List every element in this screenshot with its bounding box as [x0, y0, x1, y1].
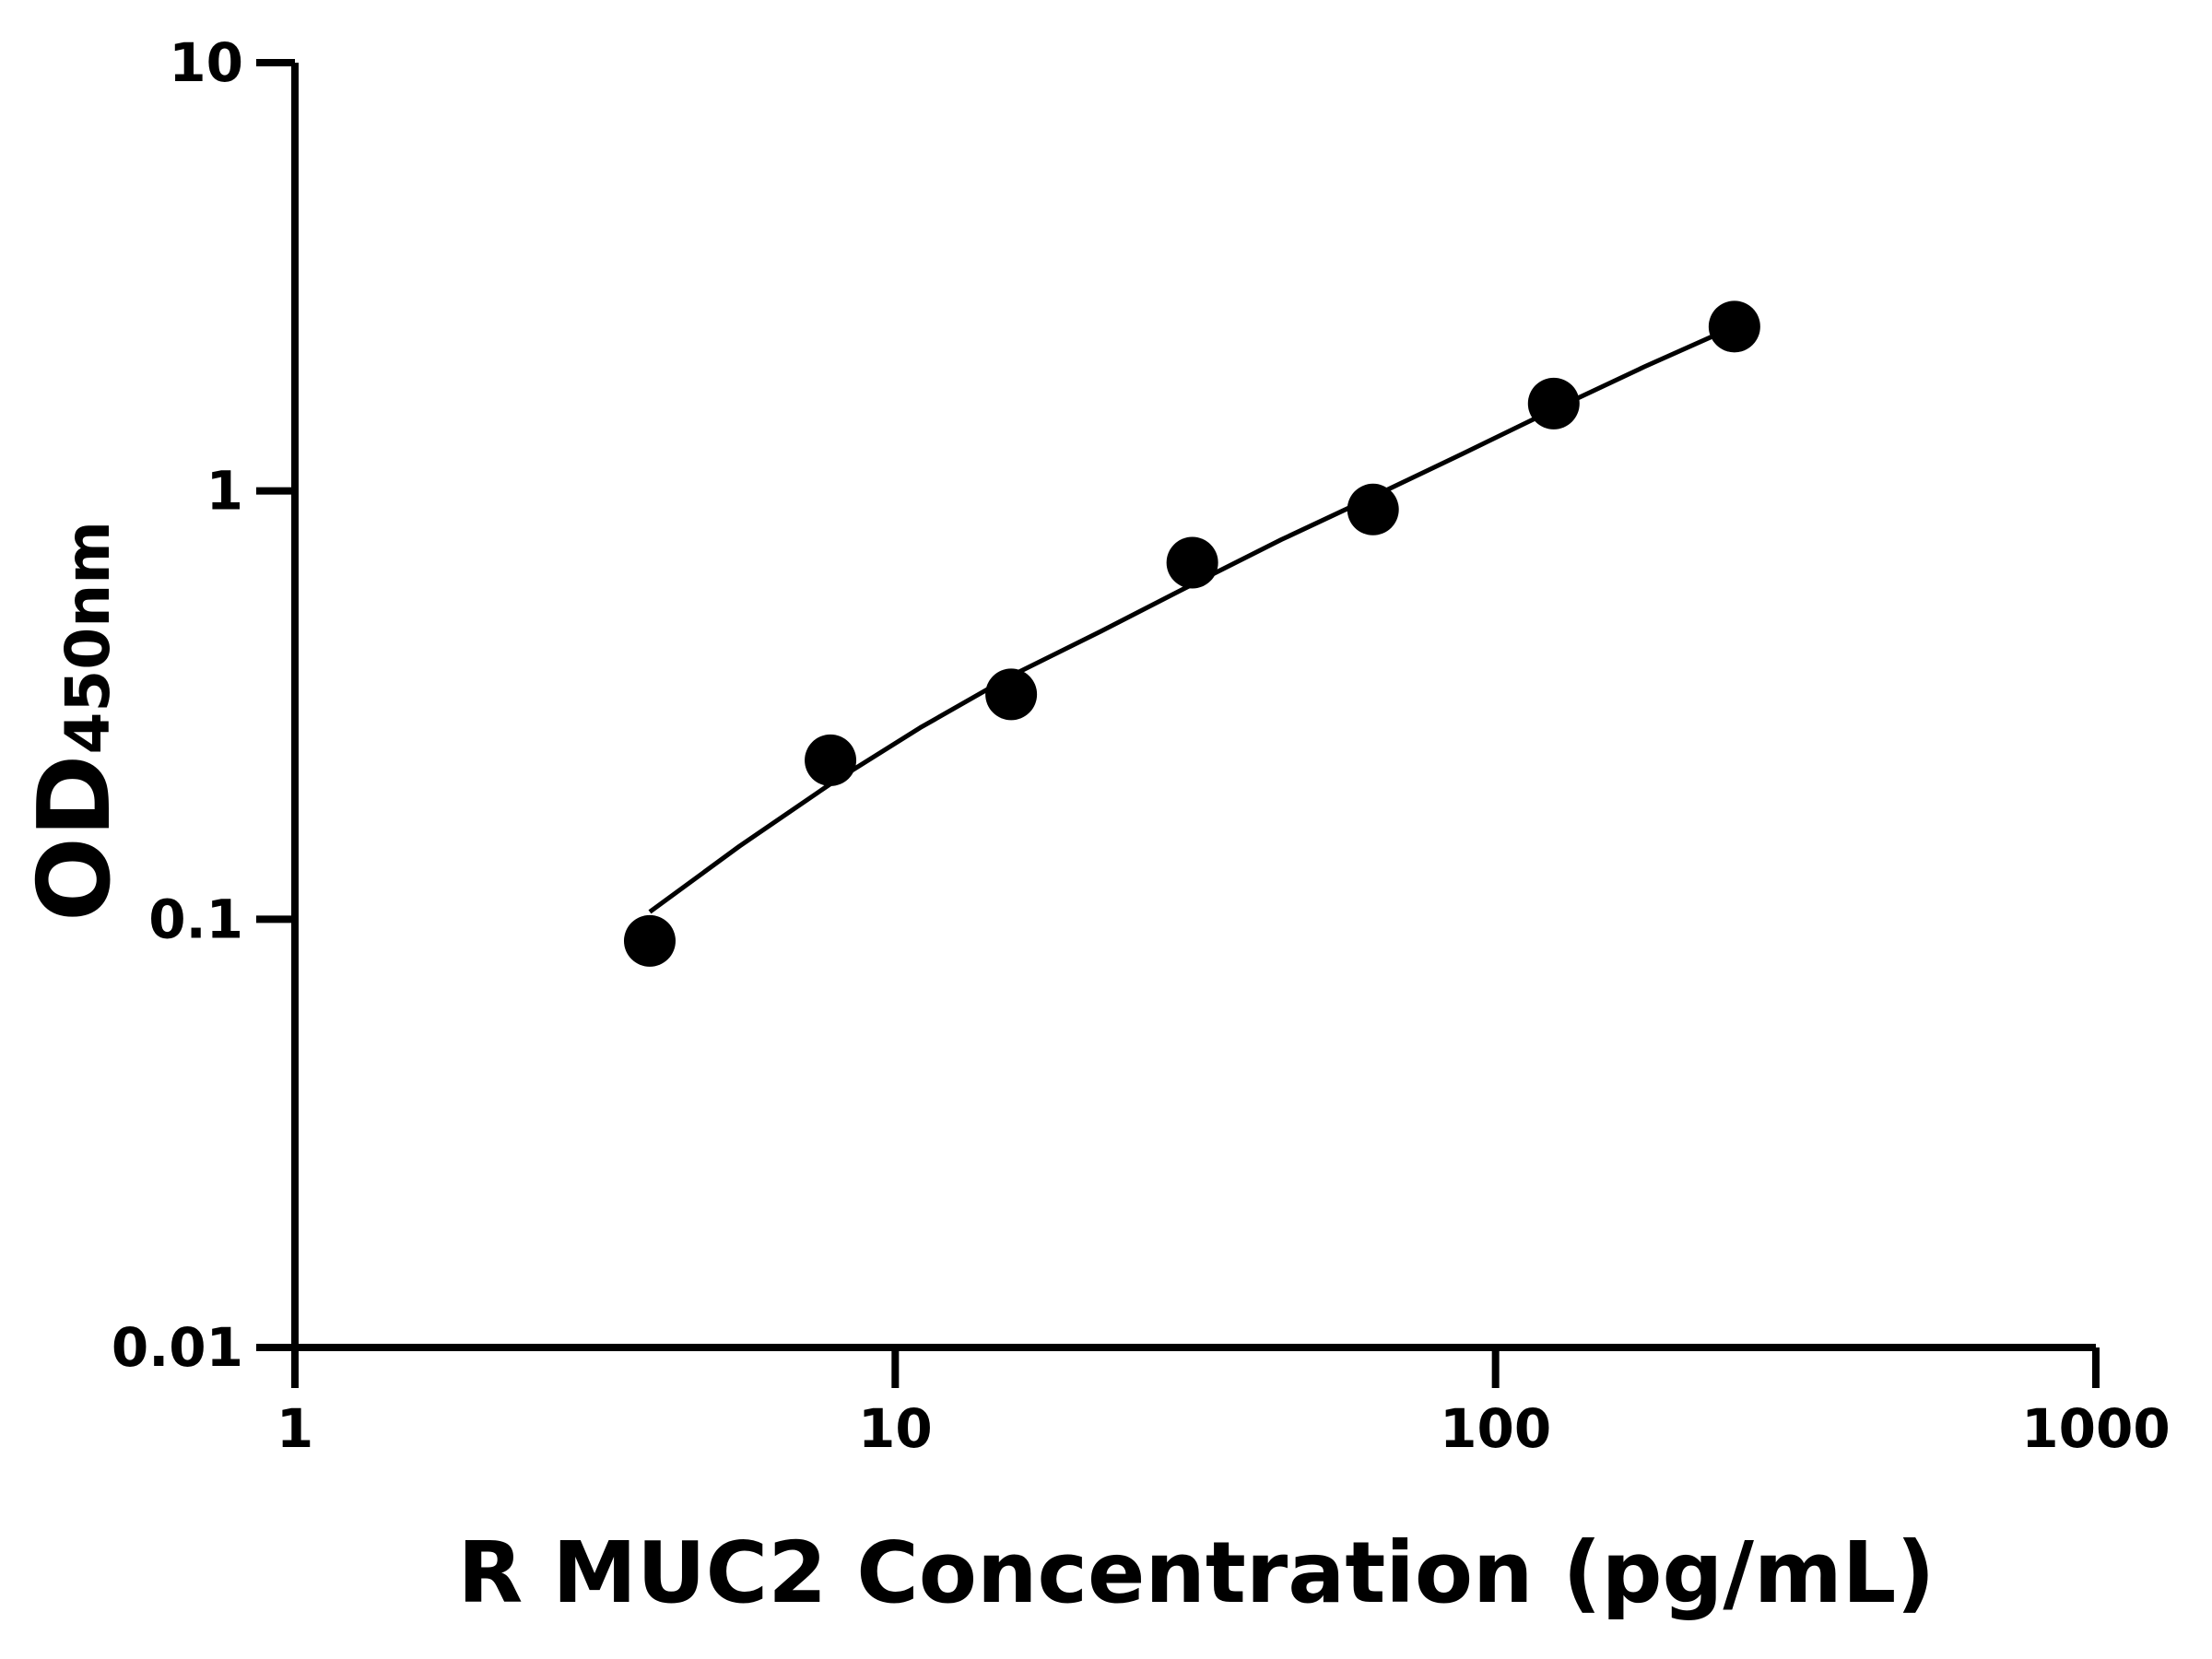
y-axis-title: OD450nm	[18, 521, 133, 922]
x-axis-title: R MUC2 Concentration (pg/mL)	[458, 1524, 1936, 1622]
data-point	[1527, 377, 1580, 429]
data-point	[623, 914, 676, 967]
y-tick-label: 1	[206, 460, 243, 523]
data-point	[985, 668, 1038, 721]
x-axis-ticks: 1 10 100 1000	[276, 1347, 2171, 1460]
y-tick-label: 0.01	[112, 1316, 243, 1379]
data-points	[623, 300, 1760, 967]
data-point	[805, 734, 857, 786]
data-point	[1166, 536, 1218, 589]
y-tick-label: 10	[169, 31, 243, 94]
y-axis-title-sub: 450nm	[53, 521, 124, 755]
data-point	[1708, 300, 1760, 353]
x-tick-label: 10	[858, 1397, 933, 1460]
x-tick-label: 100	[1440, 1397, 1551, 1460]
y-axis-ticks: 0.01 0.1 1 10	[112, 31, 295, 1379]
x-tick-label: 1	[276, 1397, 313, 1460]
svg-text:OD450nm: OD450nm	[18, 521, 133, 922]
x-tick-label: 1000	[2021, 1397, 2170, 1460]
y-tick-label: 0.1	[148, 888, 243, 950]
data-point	[1347, 483, 1399, 535]
y-axis-title-main: OD	[18, 755, 133, 922]
